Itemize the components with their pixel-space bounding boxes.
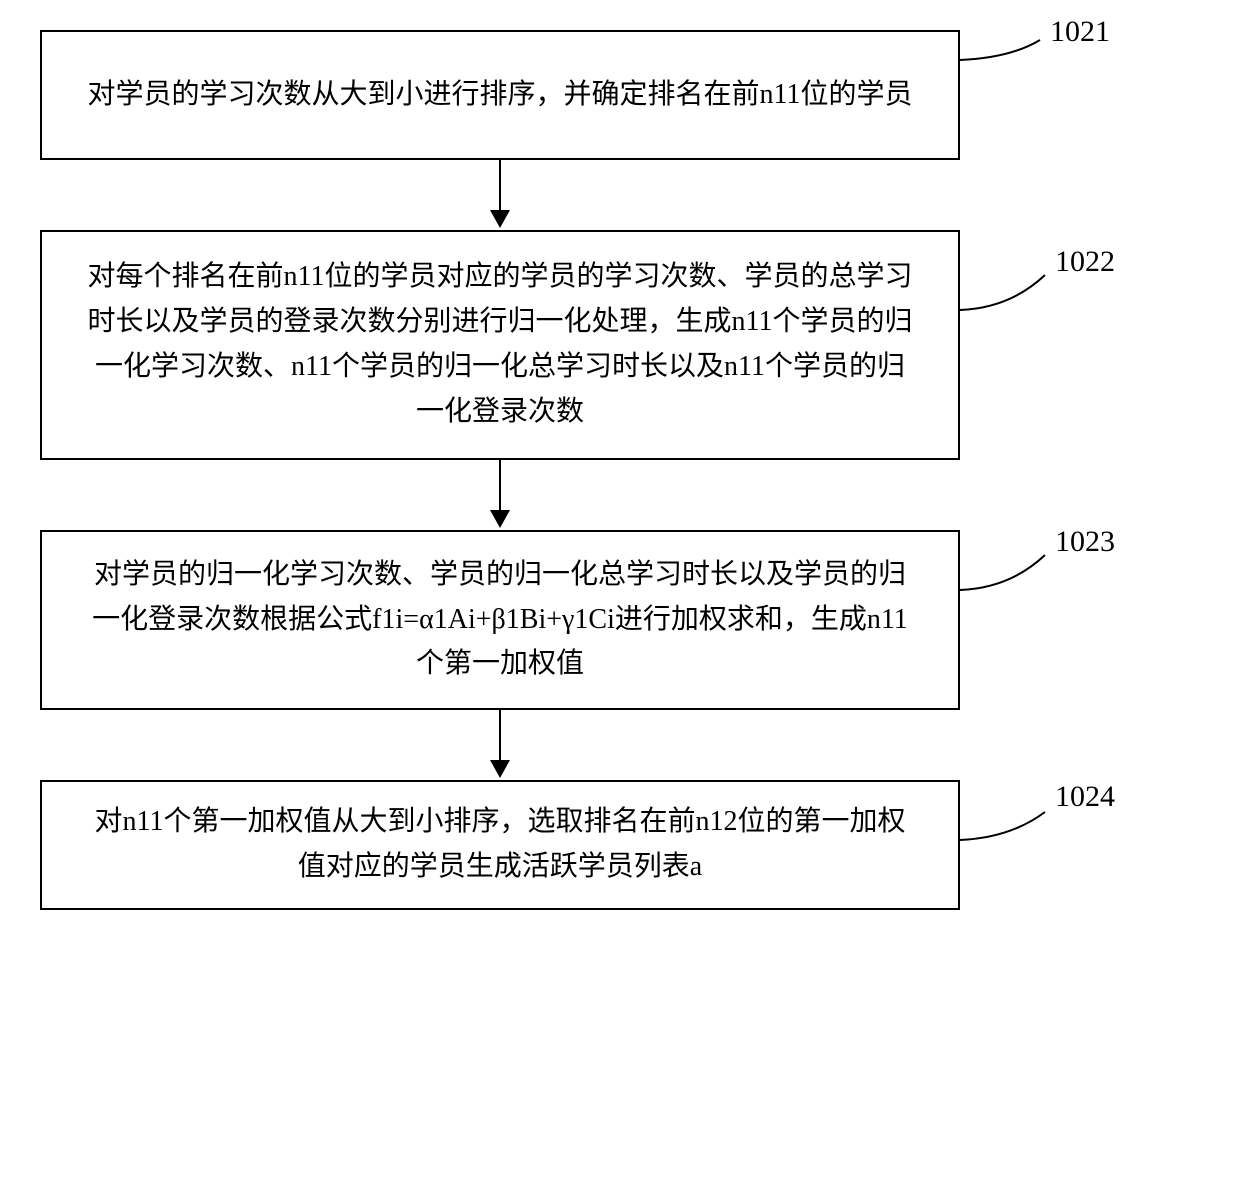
flowchart-container: 对学员的学习次数从大到小进行排序，并确定排名在前n11位的学员 1021 对每个…	[40, 30, 1200, 910]
flow-step-text: 对n11个第一加权值从大到小排序，选取排名在前n12位的第一加权值对应的学员生成…	[82, 800, 918, 890]
flow-step-1023: 对学员的归一化学习次数、学员的归一化总学习时长以及学员的归一化登录次数根据公式f…	[40, 530, 960, 710]
label-1023: 1023	[1055, 525, 1115, 559]
arrow-head-icon	[490, 210, 510, 228]
flow-step-1022: 对每个排名在前n11位的学员对应的学员的学习次数、学员的总学习时长以及学员的登录…	[40, 230, 960, 460]
flow-step-text: 对每个排名在前n11位的学员对应的学员的学习次数、学员的总学习时长以及学员的登录…	[82, 255, 918, 434]
arrow-line	[499, 460, 501, 515]
arrow-head-icon	[490, 510, 510, 528]
label-1022: 1022	[1055, 245, 1115, 279]
flow-step-text: 对学员的学习次数从大到小进行排序，并确定排名在前n11位的学员	[88, 73, 913, 118]
arrow-line	[499, 160, 501, 215]
label-1021: 1021	[1050, 15, 1110, 49]
flow-step-1021: 对学员的学习次数从大到小进行排序，并确定排名在前n11位的学员	[40, 30, 960, 160]
flow-arrow-1	[40, 160, 960, 230]
arrow-line	[499, 710, 501, 765]
flow-step-1024: 对n11个第一加权值从大到小排序，选取排名在前n12位的第一加权值对应的学员生成…	[40, 780, 960, 910]
label-1024: 1024	[1055, 780, 1115, 814]
flow-step-text: 对学员的归一化学习次数、学员的归一化总学习时长以及学员的归一化登录次数根据公式f…	[82, 553, 918, 687]
arrow-head-icon	[490, 760, 510, 778]
flow-arrow-2	[40, 460, 960, 530]
flow-arrow-3	[40, 710, 960, 780]
